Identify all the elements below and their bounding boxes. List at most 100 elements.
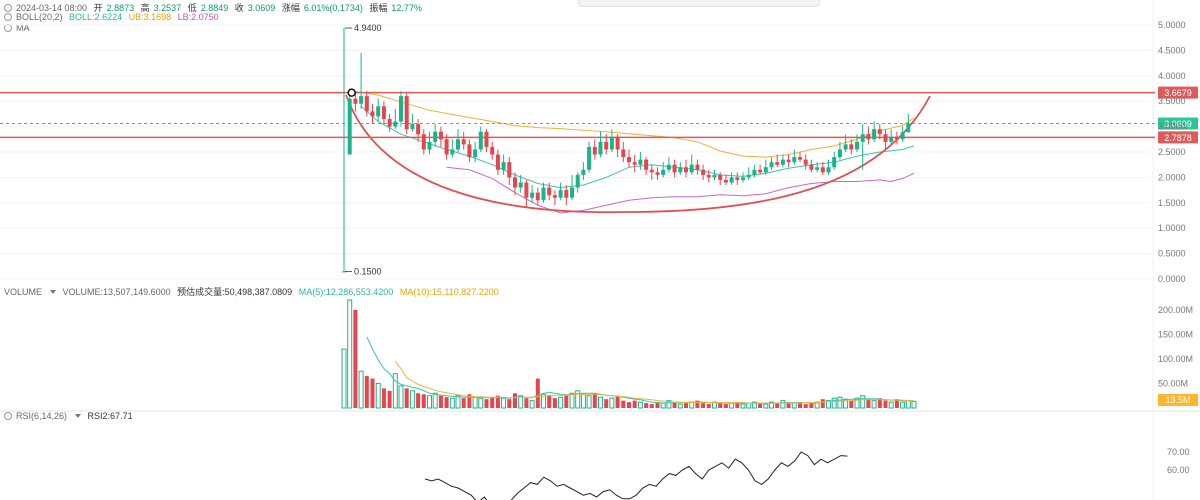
- candle-body: [621, 149, 626, 158]
- candle-body: [723, 179, 728, 183]
- volume-bar: [701, 403, 706, 408]
- min-price-label: 0.1500: [354, 266, 382, 276]
- open-label: 开: [93, 3, 103, 13]
- volume-bar: [541, 393, 546, 409]
- candle-body: [507, 162, 512, 178]
- volume-bar: [877, 398, 882, 408]
- rsi-dropdown-icon[interactable]: [75, 414, 82, 418]
- candle-body: [399, 96, 403, 122]
- rsi2-line: [424, 451, 848, 500]
- price-tick-label: 2.5000: [1158, 147, 1186, 157]
- candle-body: [535, 192, 540, 201]
- candle-body: [524, 182, 529, 198]
- candle-body: [644, 159, 649, 170]
- volume-bar: [883, 400, 888, 408]
- change-value: 6.01%(0.1734): [303, 3, 363, 13]
- candle-body: [478, 131, 483, 150]
- volume-bar: [706, 404, 711, 408]
- volume-bar: [729, 402, 735, 409]
- price-tick-label: 1.5000: [1158, 198, 1186, 208]
- volume-bar: [455, 395, 461, 409]
- candle-body: [359, 96, 364, 104]
- candle-body: [587, 146, 592, 170]
- candle-body: [518, 182, 523, 188]
- volume-bar: [695, 400, 700, 408]
- volume-bar: [849, 400, 854, 408]
- volume-bar: [478, 397, 484, 409]
- candle-body: [484, 131, 489, 147]
- volume-bar: [444, 397, 449, 408]
- candle-body: [712, 174, 717, 178]
- candle-body: [769, 162, 774, 168]
- low-label: 低: [187, 3, 197, 13]
- current-price-tag: [1158, 117, 1198, 130]
- candle-body: [342, 271, 346, 273]
- candle-body: [843, 144, 848, 150]
- indicator-settings-icon[interactable]: [4, 13, 12, 21]
- rsi-line: [424, 451, 848, 500]
- collapse-toggle-icon[interactable]: [4, 4, 12, 12]
- candle-body: [763, 167, 768, 173]
- candle-body: [780, 159, 785, 165]
- candle-body: [729, 177, 734, 183]
- boll-lower-line: [446, 166, 915, 214]
- rsi-settings-icon[interactable]: [4, 412, 12, 420]
- volume-bar: [871, 400, 877, 409]
- volume-bar: [416, 393, 421, 408]
- candle-body: [889, 136, 894, 142]
- rsi-tick-label: 60.00: [1167, 465, 1190, 475]
- gridlines: [0, 24, 1150, 280]
- candle-body: [706, 174, 711, 178]
- candle-body: [393, 121, 398, 127]
- candle-body: [495, 154, 500, 170]
- boll-indicator-label[interactable]: BOLL(20,2): [16, 12, 63, 22]
- price-tick-label: 3.5000: [1158, 96, 1186, 106]
- candle-body: [775, 162, 780, 165]
- candle-body: [450, 149, 455, 155]
- volume-bar: [786, 402, 791, 408]
- volume-bar: [723, 404, 728, 408]
- candle-body: [444, 139, 449, 155]
- candle-body: [741, 177, 745, 180]
- candle-body: [906, 123, 911, 133]
- volume-bar: [586, 395, 592, 409]
- volume-bar: [404, 388, 409, 408]
- volume-tag: [1158, 394, 1198, 406]
- volume-bar: [649, 404, 654, 408]
- volume-bar: [609, 397, 615, 409]
- volume-ma10-value: MA(10):15,110,827.2200: [399, 287, 499, 297]
- volume-bar: [751, 401, 757, 409]
- level-tag-label-1: 2.7878: [1164, 133, 1192, 143]
- volume-bar: [353, 309, 358, 408]
- ma-indicator-label[interactable]: MA: [16, 23, 30, 33]
- volume-ma10-line: [394, 361, 914, 404]
- volume-dropdown-icon[interactable]: [50, 290, 57, 294]
- volume-bar: [769, 401, 774, 409]
- volume-bar: [558, 396, 564, 409]
- volume-bar: [843, 398, 849, 409]
- candle-body: [661, 169, 666, 175]
- candle-body: [666, 164, 671, 170]
- candle-body: [461, 139, 466, 145]
- volume-bar: [580, 393, 586, 409]
- volume-bar: [501, 397, 507, 409]
- rsi-indicator-label[interactable]: RSI(6,14,26): [16, 411, 68, 421]
- max-price-label: 4.9400: [354, 23, 382, 33]
- candle-body: [490, 146, 495, 155]
- candle-body: [581, 169, 586, 175]
- candle-body: [609, 136, 614, 150]
- open-value: 2.8873: [106, 3, 135, 13]
- volume-bar: [518, 395, 524, 409]
- crosshair-marker: [347, 88, 356, 97]
- candle-body: [627, 157, 631, 163]
- level-tag-label-0: 3.6679: [1164, 88, 1192, 98]
- volume-bar: [894, 399, 899, 408]
- volume-bar: [644, 403, 649, 408]
- candle-body: [530, 192, 535, 198]
- volume-bar: [655, 402, 660, 408]
- volume-bar: [826, 400, 831, 409]
- candle-body: [467, 144, 472, 158]
- volume-indicator-label[interactable]: VOLUME: [4, 287, 43, 297]
- forecast-volume: 预估成交量:50,498,387.0809: [177, 287, 293, 297]
